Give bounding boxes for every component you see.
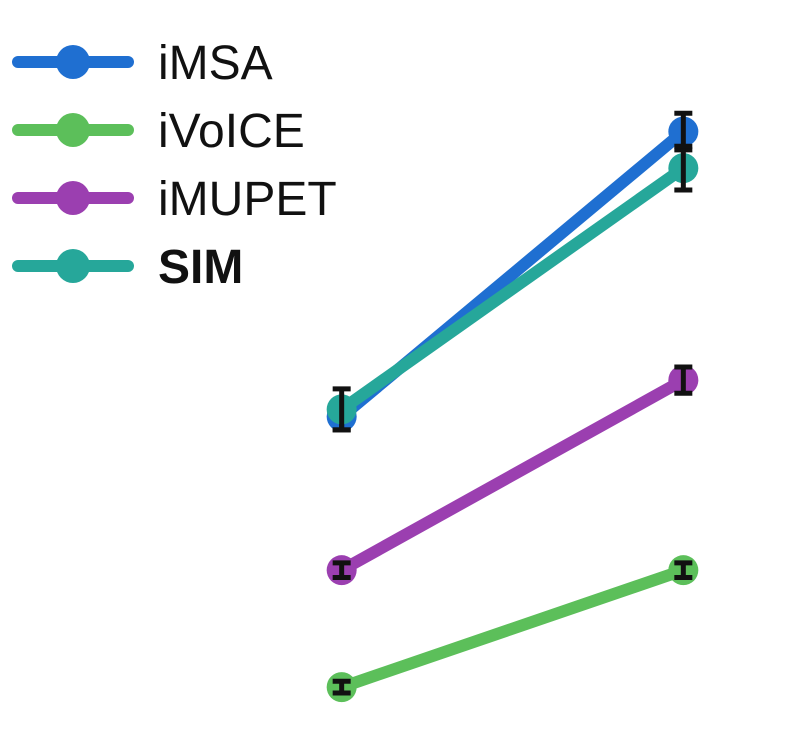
legend-marker-ivoice: [56, 113, 90, 147]
legend-label-sim: SIM: [158, 241, 243, 294]
legend-entry-imsa: iMSA: [12, 37, 273, 90]
series-line-sim: [335, 162, 690, 416]
legend-label-imsa: iMSA: [158, 37, 273, 90]
series-line-imupet: [335, 374, 690, 577]
legend-entry-ivoice: iVoICE: [12, 105, 305, 158]
error-bar-imupet: [674, 364, 693, 396]
error-bar-ivoice: [332, 678, 351, 696]
series-line-ivoice: [335, 564, 690, 694]
error-bar-sim: [332, 386, 351, 433]
series-ivoice: [326, 555, 699, 703]
legend-label-ivoice: iVoICE: [158, 105, 305, 158]
plot-area: [326, 110, 699, 703]
legend: iMSA iVoICE iMUPET SIM: [12, 37, 337, 294]
series-imupet: [326, 364, 699, 586]
legend-marker-imsa: [56, 45, 90, 79]
series-sim: [326, 143, 699, 433]
error-bar-ivoice: [674, 560, 693, 580]
legend-marker-imupet: [56, 181, 90, 215]
error-bar-imupet: [332, 560, 351, 580]
legend-marker-sim: [56, 249, 90, 283]
legend-entry-sim: SIM: [12, 241, 243, 294]
legend-entry-imupet: iMUPET: [12, 173, 337, 226]
legend-label-imupet: iMUPET: [158, 173, 337, 226]
error-bar-sim: [674, 143, 693, 193]
